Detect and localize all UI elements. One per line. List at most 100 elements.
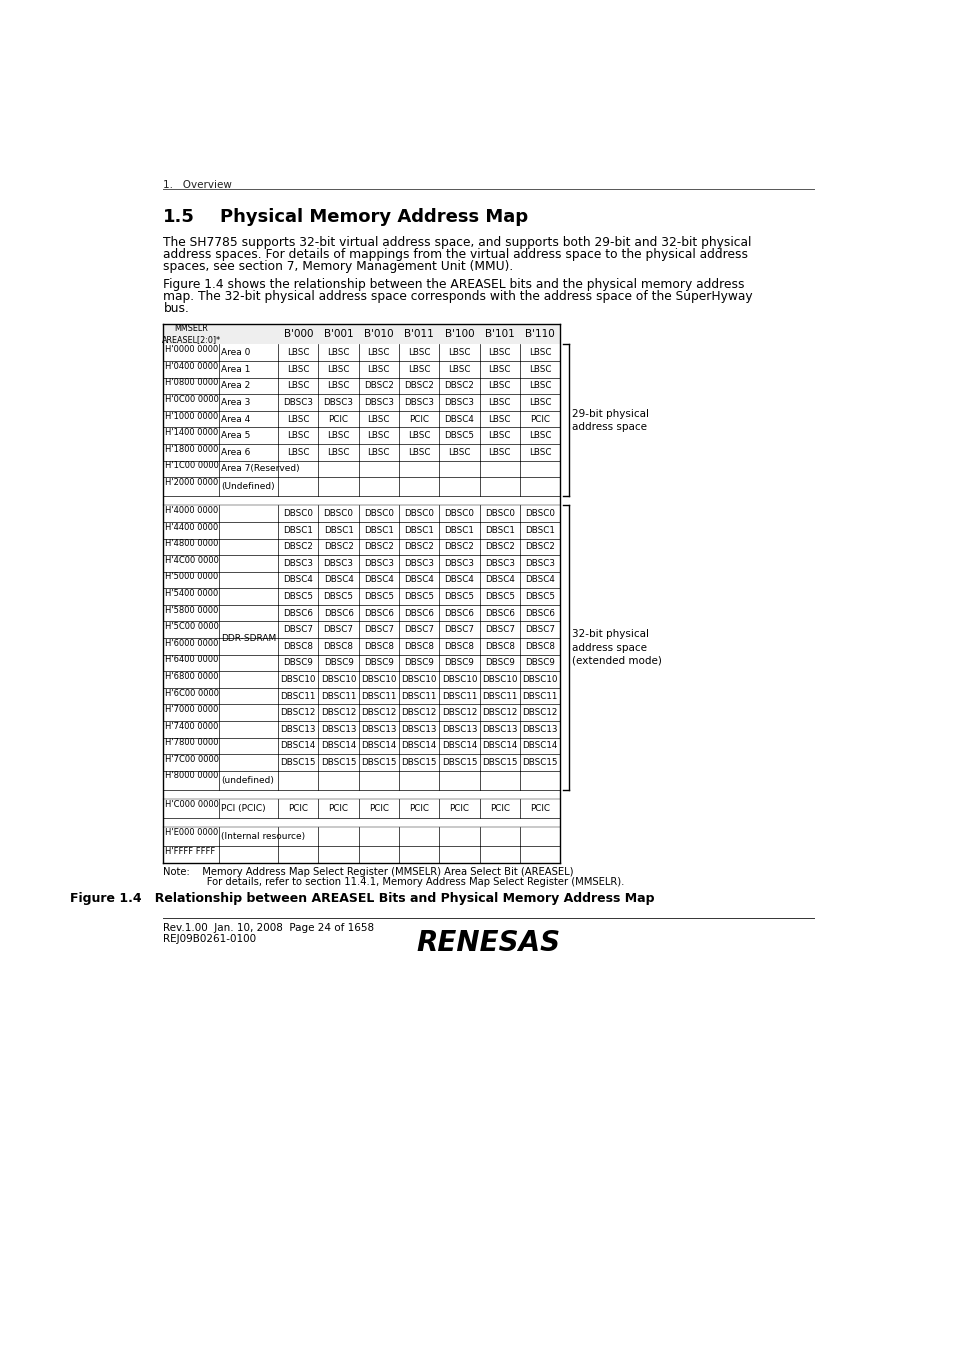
Text: DBSC5: DBSC5	[363, 593, 394, 601]
Text: 1.5: 1.5	[163, 208, 195, 227]
Text: DBSC2: DBSC2	[283, 543, 313, 551]
Text: DBSC4: DBSC4	[363, 575, 394, 585]
Text: DBSC5: DBSC5	[444, 431, 474, 440]
Text: DBSC2: DBSC2	[323, 543, 354, 551]
Text: DBSC1: DBSC1	[484, 525, 515, 535]
Text: DBSC12: DBSC12	[320, 709, 355, 717]
Text: Area 2: Area 2	[220, 382, 250, 390]
Text: H'1400 0000: H'1400 0000	[165, 428, 218, 437]
Text: The SH7785 supports 32-bit virtual address space, and supports both 29-bit and 3: The SH7785 supports 32-bit virtual addre…	[163, 236, 751, 248]
Text: DBSC2: DBSC2	[404, 543, 434, 551]
Text: DBSC11: DBSC11	[522, 691, 558, 701]
Text: H'1800 0000: H'1800 0000	[165, 444, 218, 454]
Text: (undefined): (undefined)	[220, 776, 274, 784]
Text: H'0000 0000: H'0000 0000	[165, 346, 218, 354]
Text: DBSC14: DBSC14	[522, 741, 558, 751]
Text: DBSC0: DBSC0	[363, 509, 394, 518]
Text: LBSC: LBSC	[488, 382, 511, 390]
Text: DBSC1: DBSC1	[363, 525, 394, 535]
Text: B'110: B'110	[525, 329, 555, 339]
Text: LBSC: LBSC	[448, 364, 470, 374]
Text: DBSC14: DBSC14	[320, 741, 355, 751]
Text: DBSC1: DBSC1	[524, 525, 555, 535]
Text: DBSC1: DBSC1	[404, 525, 434, 535]
Text: LBSC: LBSC	[528, 431, 551, 440]
Text: B'010: B'010	[364, 329, 394, 339]
Text: DBSC6: DBSC6	[283, 609, 313, 618]
Text: H'4000 0000: H'4000 0000	[165, 506, 218, 516]
Text: DBSC3: DBSC3	[283, 559, 313, 568]
Text: DBSC0: DBSC0	[404, 509, 434, 518]
Text: DBSC15: DBSC15	[522, 757, 558, 767]
Text: DBSC4: DBSC4	[484, 575, 515, 585]
Text: DBSC7: DBSC7	[524, 625, 555, 634]
Text: DBSC13: DBSC13	[361, 725, 396, 733]
Text: DBSC4: DBSC4	[444, 575, 474, 585]
Text: DBSC12: DBSC12	[441, 709, 476, 717]
Text: DBSC5: DBSC5	[323, 593, 354, 601]
Text: LBSC: LBSC	[528, 382, 551, 390]
Text: DBSC4: DBSC4	[404, 575, 434, 585]
Text: DBSC11: DBSC11	[361, 691, 396, 701]
Text: LBSC: LBSC	[488, 414, 511, 424]
Text: 32-bit physical
address space
(extended mode): 32-bit physical address space (extended …	[571, 629, 661, 666]
Text: DBSC6: DBSC6	[444, 609, 474, 618]
Text: Area 1: Area 1	[220, 364, 250, 374]
Text: 29-bit physical
address space: 29-bit physical address space	[571, 409, 648, 432]
Text: PCIC: PCIC	[489, 803, 509, 813]
Text: H'0800 0000: H'0800 0000	[165, 378, 218, 387]
Text: DDR-SDRAM: DDR-SDRAM	[221, 633, 276, 643]
Text: DBSC1: DBSC1	[444, 525, 474, 535]
Text: B'011: B'011	[404, 329, 434, 339]
Text: LBSC: LBSC	[488, 431, 511, 440]
Text: DBSC11: DBSC11	[320, 691, 355, 701]
Text: LBSC: LBSC	[367, 348, 390, 358]
Text: DBSC6: DBSC6	[323, 609, 354, 618]
Text: DBSC13: DBSC13	[481, 725, 517, 733]
Text: DBSC6: DBSC6	[484, 609, 515, 618]
Text: DBSC2: DBSC2	[524, 543, 555, 551]
Text: DBSC8: DBSC8	[404, 641, 434, 651]
Text: DBSC14: DBSC14	[401, 741, 436, 751]
Text: DBSC6: DBSC6	[363, 609, 394, 618]
Text: DBSC11: DBSC11	[441, 691, 476, 701]
Text: DBSC15: DBSC15	[481, 757, 517, 767]
Text: DBSC8: DBSC8	[484, 641, 515, 651]
Text: DBSC7: DBSC7	[283, 625, 313, 634]
Text: DBSC5: DBSC5	[484, 593, 515, 601]
Text: H'1000 0000: H'1000 0000	[165, 412, 218, 421]
Text: DBSC9: DBSC9	[524, 659, 555, 667]
Text: DBSC3: DBSC3	[363, 559, 394, 568]
Text: Note:    Memory Address Map Select Register (MMSELR) Area Select Bit (AREASEL): Note: Memory Address Map Select Register…	[163, 867, 574, 878]
Text: H'6C00 0000: H'6C00 0000	[165, 688, 219, 698]
Text: DBSC9: DBSC9	[444, 659, 474, 667]
Text: address spaces. For details of mappings from the virtual address space to the ph: address spaces. For details of mappings …	[163, 248, 748, 261]
Text: DBSC13: DBSC13	[320, 725, 356, 733]
Text: H'5400 0000: H'5400 0000	[165, 589, 218, 598]
Text: H'4800 0000: H'4800 0000	[165, 539, 218, 548]
Text: H'1C00 0000: H'1C00 0000	[165, 462, 218, 470]
Text: LBSC: LBSC	[287, 348, 309, 358]
Text: PCIC: PCIC	[409, 414, 429, 424]
Text: B'000: B'000	[283, 329, 313, 339]
Text: DBSC11: DBSC11	[401, 691, 436, 701]
Text: DBSC5: DBSC5	[524, 593, 555, 601]
Text: B'100: B'100	[444, 329, 474, 339]
Text: LBSC: LBSC	[408, 448, 430, 456]
Text: B'001: B'001	[323, 329, 353, 339]
Text: Physical Memory Address Map: Physical Memory Address Map	[220, 208, 528, 227]
Text: DBSC15: DBSC15	[280, 757, 315, 767]
Text: H'7400 0000: H'7400 0000	[165, 722, 218, 730]
Text: DBSC15: DBSC15	[320, 757, 356, 767]
Text: PCIC: PCIC	[409, 803, 429, 813]
Text: MMSELR
AREASEL[2:0]*: MMSELR AREASEL[2:0]*	[162, 324, 221, 344]
Text: DBSC3: DBSC3	[444, 559, 474, 568]
Text: Figure 1.4 shows the relationship between the AREASEL bits and the physical memo: Figure 1.4 shows the relationship betwee…	[163, 278, 744, 290]
Text: PCIC: PCIC	[449, 803, 469, 813]
Text: DBSC9: DBSC9	[484, 659, 515, 667]
Text: LBSC: LBSC	[287, 431, 309, 440]
Text: DBSC7: DBSC7	[484, 625, 515, 634]
Text: H'5C00 0000: H'5C00 0000	[165, 622, 218, 632]
Text: RENESAS: RENESAS	[416, 929, 560, 957]
Text: DBSC10: DBSC10	[441, 675, 476, 684]
